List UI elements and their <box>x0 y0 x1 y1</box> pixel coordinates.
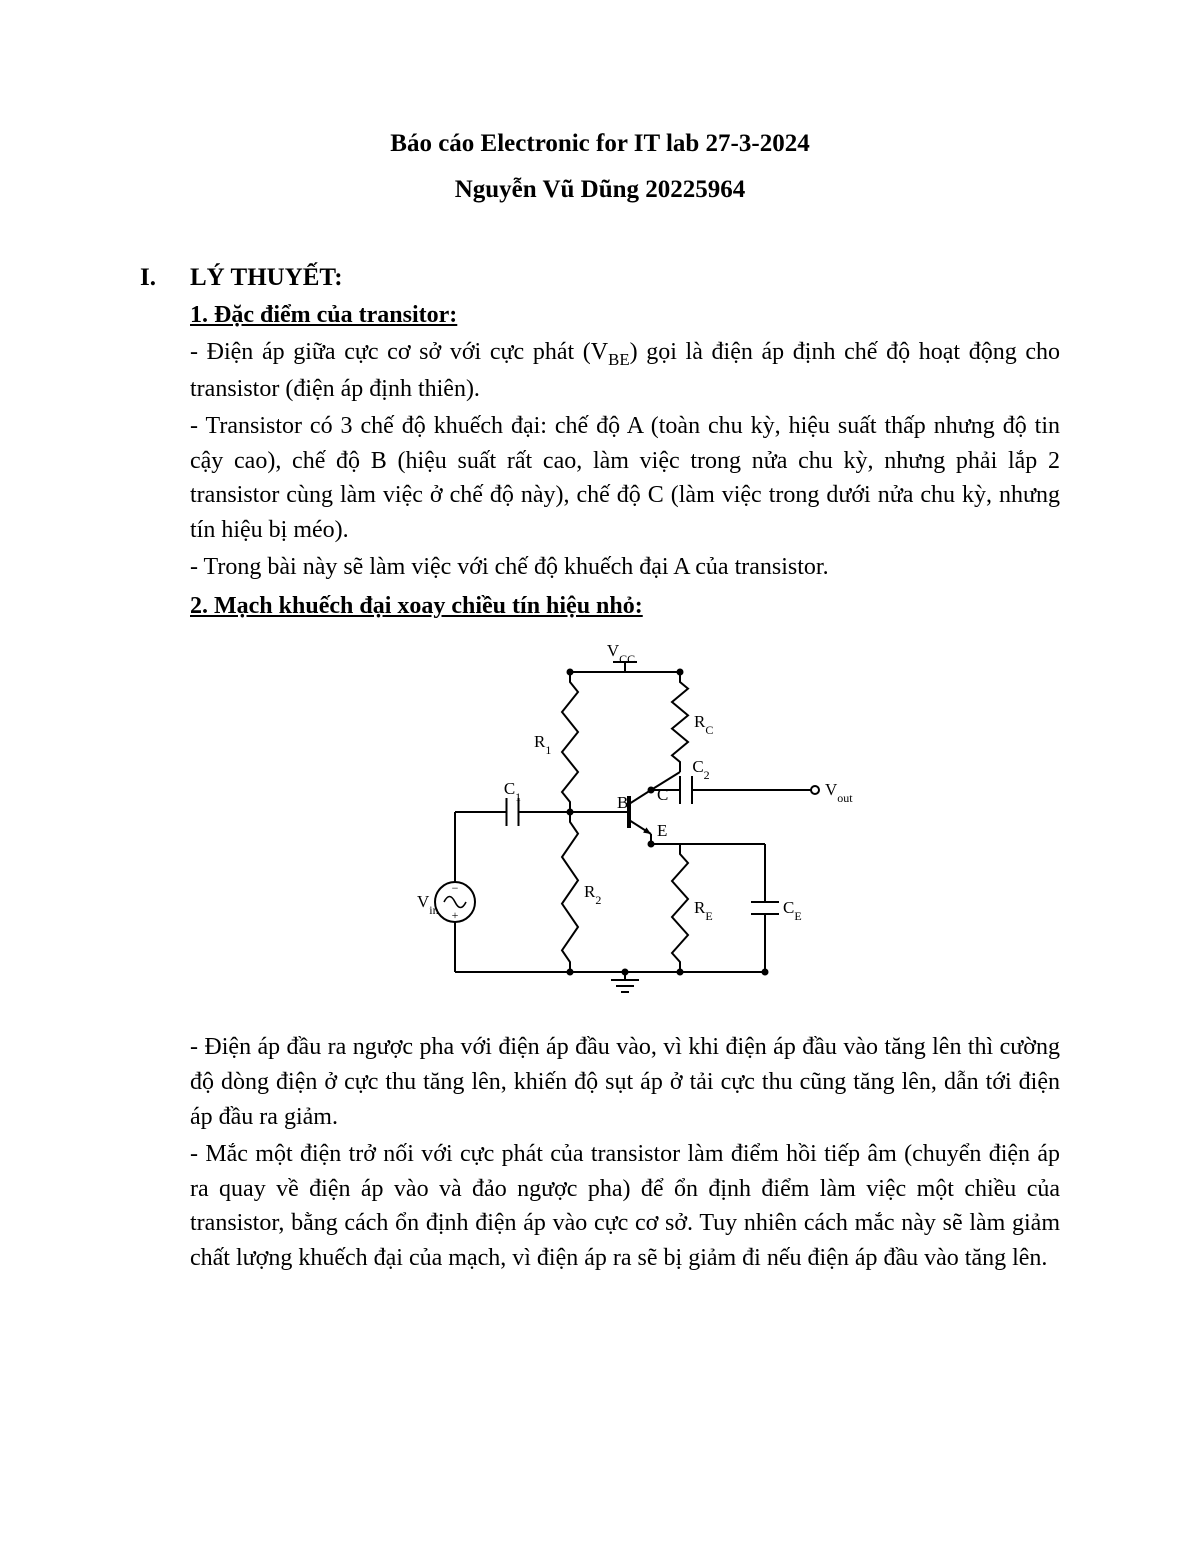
vbe-sub: BE <box>608 350 629 369</box>
sub1-p1: - Điện áp giữa cực cơ sở với cực phát (V… <box>190 335 1060 407</box>
svg-text:VCC: VCC <box>607 641 635 666</box>
report-title: Báo cáo Electronic for IT lab 27-3-2024 <box>140 130 1060 158</box>
svg-text:RC: RC <box>694 712 713 737</box>
sub1-title: 1. Đặc điểm của transitor: <box>190 298 1060 333</box>
amplifier-circuit-svg: VCCR1RCBCEC2VoutRECER2−+C1Vin <box>395 632 855 1012</box>
svg-text:R2: R2 <box>584 882 601 907</box>
svg-text:+: + <box>452 908 459 922</box>
section-1-header: I. LÝ THUYẾT: <box>140 264 1060 292</box>
svg-text:RE: RE <box>694 898 713 923</box>
sub1-p3: - Trong bài này sẽ làm việc với chế độ k… <box>190 550 1060 585</box>
author-line: Nguyễn Vũ Dũng 20225964 <box>140 176 1060 204</box>
svg-text:R1: R1 <box>534 732 551 757</box>
svg-text:CE: CE <box>783 898 802 923</box>
svg-text:E: E <box>657 821 667 840</box>
sub1-p2: - Transistor có 3 chế độ khuếch đại: chế… <box>190 409 1060 548</box>
svg-text:B: B <box>617 793 628 812</box>
section-roman: I. <box>140 264 190 292</box>
sub2-title: 2. Mạch khuếch đại xoay chiều tín hiệu n… <box>190 589 1060 624</box>
p1-part-a: - Điện áp giữa cực cơ sở với cực phát (V <box>190 339 608 365</box>
section-1-content: 1. Đặc điểm của transitor: - Điện áp giữ… <box>190 298 1060 1276</box>
svg-text:Vout: Vout <box>825 780 853 805</box>
circuit-diagram: VCCR1RCBCEC2VoutRECER2−+C1Vin <box>190 632 1060 1023</box>
sub2-p1: - Điện áp đầu ra ngược pha với điện áp đ… <box>190 1030 1060 1134</box>
sub2-p2: - Mắc một điện trở nối với cực phát của … <box>190 1137 1060 1276</box>
document-page: Báo cáo Electronic for IT lab 27-3-2024 … <box>0 0 1200 1553</box>
section-heading: LÝ THUYẾT: <box>190 264 343 292</box>
svg-text:−: − <box>452 881 459 895</box>
svg-text:C: C <box>657 785 668 804</box>
svg-text:C2: C2 <box>692 757 709 782</box>
